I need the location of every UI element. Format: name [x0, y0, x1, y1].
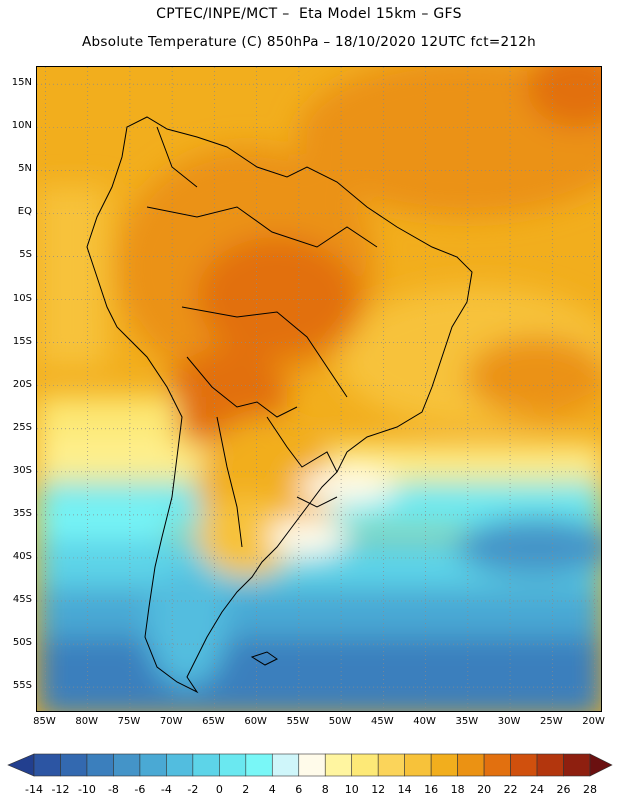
colorbar	[7, 753, 613, 777]
lat-label: 25S	[12, 421, 32, 433]
lat-label: 50S	[12, 637, 32, 649]
colorbar-label: 6	[295, 783, 303, 796]
colorbar-label: 12	[371, 783, 386, 796]
colorbar-swatch	[113, 753, 141, 777]
colorbar-swatch	[245, 753, 273, 777]
map-subtitle: Absolute Temperature (C) 850hPa – 18/10/…	[82, 34, 536, 50]
lat-label: 45S	[12, 594, 32, 606]
temperature-map	[36, 66, 602, 712]
colorbar-label: 4	[268, 783, 276, 796]
colorbar-label: 8	[321, 783, 329, 796]
lon-label: 65W	[202, 716, 225, 727]
colorbar-swatch	[536, 753, 564, 777]
lat-label: 15S	[12, 335, 32, 347]
colorbar-swatch	[86, 753, 114, 777]
colorbar-label: 16	[424, 783, 439, 796]
colorbar-swatch	[166, 753, 194, 777]
colorbar-label: 28	[583, 783, 597, 796]
lat-label: 5S	[19, 249, 32, 261]
lat-label: 15N	[11, 77, 32, 89]
lon-label: 50W	[328, 716, 352, 727]
colorbar-label: -8	[107, 783, 119, 796]
colorbar-swatch	[483, 753, 511, 777]
colorbar-label: 14	[397, 783, 412, 796]
colorbar-label: -2	[187, 783, 199, 796]
colorbar-swatch	[404, 753, 432, 777]
lon-label: 35W	[455, 716, 479, 727]
colorbar-label: 2	[242, 783, 250, 796]
temperature-field	[37, 67, 601, 711]
colorbar-label: -4	[160, 783, 172, 796]
map-canvas	[37, 67, 601, 711]
lat-label: 10N	[11, 120, 32, 132]
colorbar-label: 10	[344, 783, 359, 796]
lon-label: 20W	[582, 716, 605, 727]
colorbar-swatch	[377, 753, 405, 777]
colorbar-swatch	[139, 753, 167, 777]
colorbar-label: 24	[530, 783, 545, 796]
colorbar-swatch	[563, 753, 591, 777]
colorbar-swatch	[219, 753, 247, 777]
lat-label: 55S	[12, 680, 32, 692]
colorbar-label: 26	[556, 783, 571, 796]
map-title: CPTEC/INPE/MCT – Eta Model 15km – GFS	[156, 6, 462, 22]
colorbar-swatch	[33, 753, 61, 777]
colorbar-swatch	[60, 753, 88, 777]
colorbar-swatch	[457, 753, 485, 777]
colorbar-label: 22	[503, 783, 518, 796]
lat-label: EQ	[17, 206, 32, 218]
colorbar-label: -6	[134, 783, 146, 796]
colorbar-swatch	[298, 753, 326, 777]
lat-label: 5N	[18, 163, 32, 175]
colorbar-label: 20	[477, 783, 492, 796]
colorbar-label: -14	[25, 783, 43, 796]
lon-label: 75W	[117, 716, 141, 727]
lon-label: 85W	[33, 716, 56, 727]
lon-label: 25W	[540, 716, 563, 727]
colorbar-swatch	[324, 753, 353, 777]
lat-label: 35S	[12, 507, 32, 519]
lon-label: 80W	[75, 716, 98, 727]
colorbar-label: 0	[215, 783, 223, 796]
colorbar-swatch	[192, 753, 220, 777]
colorbar-label: -12	[51, 783, 70, 796]
lat-label: 40S	[12, 550, 32, 562]
lon-label: 40W	[413, 716, 436, 727]
lon-label: 60W	[244, 716, 267, 727]
colorbar-max-triangle	[589, 753, 613, 777]
lat-label: 20S	[12, 378, 32, 390]
lon-label: 55W	[286, 716, 310, 727]
colorbar-label: -10	[77, 783, 96, 796]
lon-label: 70W	[159, 716, 183, 727]
colorbar-label: 18	[450, 783, 465, 796]
lon-label: 45W	[371, 716, 394, 727]
lat-label: 30S	[12, 464, 32, 476]
colorbar-swatch	[271, 753, 300, 777]
colorbar-swatch	[510, 753, 538, 777]
coastline	[86, 116, 473, 694]
lat-label: 10S	[12, 292, 32, 304]
colorbar-swatch	[351, 753, 379, 777]
colorbar-min-triangle	[7, 753, 35, 777]
lon-label: 30W	[497, 716, 521, 727]
colorbar-swatch	[430, 753, 458, 777]
